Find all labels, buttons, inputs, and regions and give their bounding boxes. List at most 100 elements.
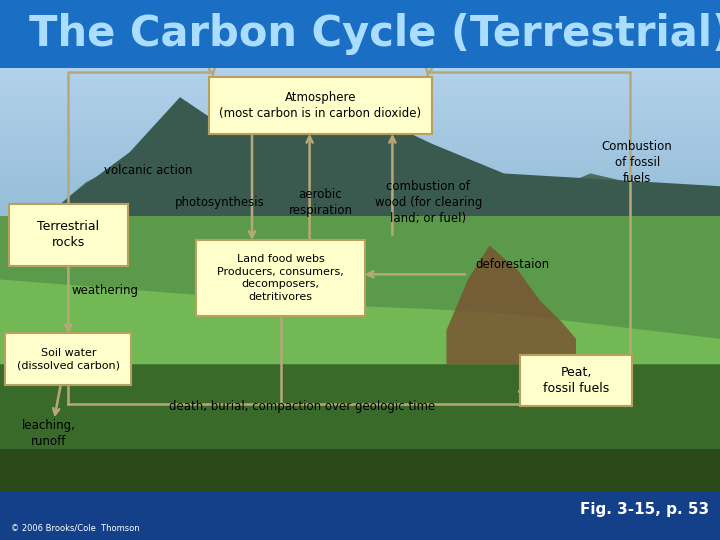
Bar	[0, 129, 720, 131]
Bar	[0, 94, 720, 96]
Polygon shape	[446, 246, 576, 364]
FancyBboxPatch shape	[196, 240, 366, 316]
Bar	[0, 256, 720, 258]
Bar	[0, 92, 720, 94]
Bar	[0, 136, 720, 138]
Bar	[0, 168, 720, 171]
Bar	[0, 203, 720, 205]
Bar	[0, 96, 720, 98]
Bar	[0, 222, 720, 224]
Text: Land food webs
Producers, consumers,
decomposers,
detritivores: Land food webs Producers, consumers, dec…	[217, 254, 344, 302]
Text: Peat,
fossil fuels: Peat, fossil fuels	[543, 366, 609, 395]
FancyBboxPatch shape	[521, 355, 632, 406]
Bar	[0, 176, 720, 178]
Bar	[0, 127, 720, 129]
Bar	[0, 449, 720, 491]
Bar	[0, 254, 720, 256]
Bar	[0, 178, 720, 180]
Bar	[0, 186, 720, 188]
Bar	[0, 85, 720, 86]
Bar	[0, 356, 720, 491]
Polygon shape	[0, 280, 720, 364]
Bar	[0, 79, 720, 81]
Bar	[0, 199, 720, 201]
Bar	[0, 134, 720, 136]
Bar	[0, 237, 720, 239]
Bar	[0, 68, 720, 70]
Bar	[0, 71, 720, 73]
Bar	[0, 70, 720, 71]
Bar	[0, 140, 720, 142]
Bar	[0, 0, 720, 68]
Bar	[0, 174, 720, 176]
Bar	[0, 190, 720, 192]
Bar	[0, 144, 720, 146]
Bar	[0, 171, 720, 172]
Bar	[0, 142, 720, 144]
Bar	[0, 151, 720, 153]
Bar	[0, 155, 720, 157]
Bar	[0, 224, 720, 226]
Bar	[0, 192, 720, 193]
Text: volcanic action: volcanic action	[104, 164, 193, 177]
Bar	[0, 207, 720, 208]
Bar	[0, 217, 720, 218]
Bar	[0, 165, 720, 167]
Bar	[0, 184, 720, 186]
Text: Terrestrial
rocks: Terrestrial rocks	[37, 220, 99, 249]
Bar	[0, 232, 720, 233]
Bar	[0, 100, 720, 102]
Bar	[0, 83, 720, 85]
Text: weathering: weathering	[72, 284, 139, 297]
Bar	[0, 491, 720, 540]
Polygon shape	[0, 89, 720, 258]
Bar	[0, 230, 720, 232]
Bar	[0, 163, 720, 165]
Bar	[0, 251, 720, 253]
Bar	[0, 239, 720, 241]
Bar	[0, 138, 720, 140]
Bar	[0, 153, 720, 155]
Bar	[0, 123, 720, 125]
Bar	[0, 233, 720, 235]
Polygon shape	[0, 102, 720, 258]
Bar	[0, 147, 720, 150]
Bar	[0, 228, 720, 230]
Bar	[0, 75, 720, 77]
Bar	[0, 241, 720, 243]
Bar	[0, 180, 720, 182]
Bar	[0, 132, 720, 134]
Bar	[0, 119, 720, 121]
Bar	[0, 214, 720, 217]
Bar	[0, 113, 720, 115]
Bar	[0, 90, 720, 92]
Bar	[0, 161, 720, 163]
Bar	[0, 188, 720, 190]
Bar	[0, 86, 720, 89]
Bar	[0, 131, 720, 132]
Bar	[0, 208, 720, 211]
Bar	[0, 102, 720, 104]
Text: aerobic
respiration: aerobic respiration	[289, 188, 352, 217]
Bar	[0, 107, 720, 110]
Bar	[0, 172, 720, 174]
Bar	[0, 110, 720, 111]
Text: combustion of
wood (for clearing
land; or fuel): combustion of wood (for clearing land; o…	[374, 180, 482, 225]
Bar	[0, 195, 720, 197]
FancyBboxPatch shape	[209, 77, 432, 133]
Bar	[0, 104, 720, 106]
Bar	[0, 77, 720, 79]
Bar	[0, 205, 720, 207]
Text: Combustion
of fossil
fuels: Combustion of fossil fuels	[602, 139, 672, 185]
Bar	[0, 201, 720, 203]
Bar	[0, 243, 720, 245]
FancyBboxPatch shape	[9, 204, 128, 266]
Bar	[0, 81, 720, 83]
Bar	[0, 212, 720, 214]
Bar	[0, 197, 720, 199]
Text: leaching,
runoff: leaching, runoff	[22, 418, 76, 448]
Bar	[0, 167, 720, 168]
Text: Fig. 3-15, p. 53: Fig. 3-15, p. 53	[580, 502, 709, 517]
Bar	[0, 146, 720, 147]
Bar	[0, 115, 720, 117]
